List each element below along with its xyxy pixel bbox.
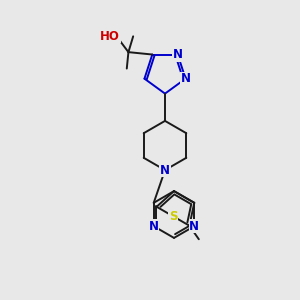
Text: N: N — [189, 220, 199, 233]
Text: N: N — [149, 220, 159, 233]
Text: S: S — [169, 210, 177, 223]
Text: N: N — [160, 164, 170, 177]
Text: N: N — [181, 72, 190, 85]
Text: N: N — [173, 48, 183, 61]
Text: HO: HO — [100, 30, 120, 43]
